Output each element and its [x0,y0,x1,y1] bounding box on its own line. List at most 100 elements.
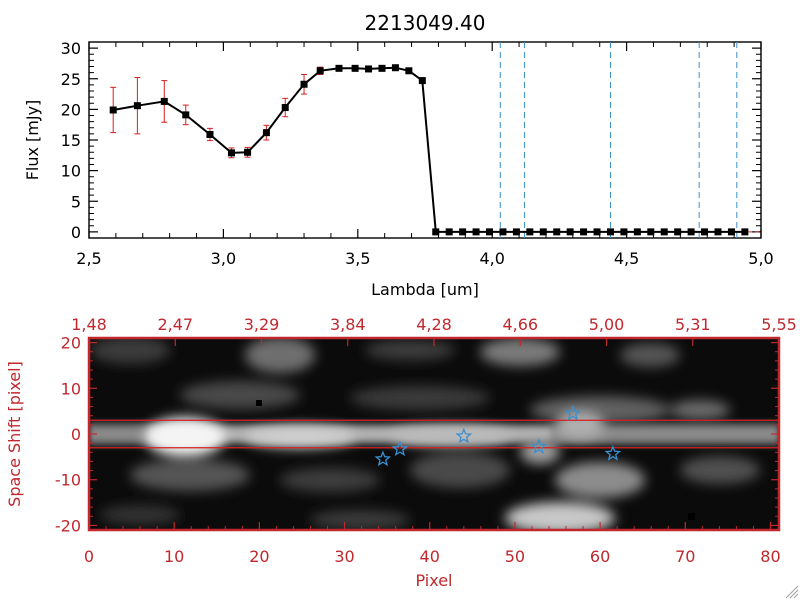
spectrum-x-axis-label: Lambda [um] [371,280,479,299]
spectrum-y-axis-label: Flux [mJy] [23,100,42,181]
data-point [472,228,480,236]
data-point [620,228,628,236]
data-point [633,228,641,236]
spectrum-x-tick-labels: 2,5 3,0 3,5 4,0 4,5 5,0 [76,249,773,268]
data-point [647,228,655,236]
line-marker-star [455,427,473,444]
y-tick-label: 20 [61,100,81,119]
data-point [405,67,413,75]
image-top-tick-label: 5,31 [675,315,711,334]
data-point [741,228,749,236]
spectrum-image-panel: 0 10 20 30 40 50 60 70 80 1,48 2,47 3,29 3,84 4,28 4,… [55,315,797,566]
y-tick-label: 5 [71,192,81,211]
image-x-tick-label: 10 [164,547,184,566]
image-x-tick-label: 20 [249,547,269,566]
spectrum-feature-lines [499,42,738,238]
data-point [660,228,668,236]
image-y-tick-label: 0 [71,425,81,444]
data-point [714,228,722,236]
data-point [244,148,252,156]
image-y-tick-label: -10 [55,471,81,490]
y-tick-label: 25 [61,70,81,89]
image-y-tick-label: 10 [61,379,81,398]
image-x-axis-label: Pixel [415,571,452,590]
data-point [459,228,467,236]
image-x-tick-label: 0 [84,547,94,566]
x-tick-label: 2,5 [76,249,101,268]
image-y-axis-label: Space Shift [pixel] [5,361,24,507]
image-x-tick-labels: 0 10 20 30 40 50 60 70 80 [84,547,781,566]
image-top-tick-label: 4,66 [502,315,538,334]
image-ticks [88,338,780,530]
data-point [566,228,574,236]
image-x-tick-label: 70 [675,547,695,566]
spectrum-plot: 2,5 3,0 3,5 4,0 4,5 5,0 0 5 10 15 20 25 30 [61,39,774,268]
data-point [687,228,695,236]
x-tick-label: 4,5 [614,249,639,268]
x-tick-label: 3,0 [211,249,236,268]
data-point [727,228,735,236]
data-point [351,64,359,72]
line-marker-star [604,444,622,461]
data-point [512,228,520,236]
data-point [316,67,324,75]
data-point [160,97,168,105]
data-point [391,64,399,72]
data-point [335,64,343,72]
image-top-tick-label: 3,84 [330,315,366,334]
data-point [445,228,453,236]
image-x-tick-label: 30 [334,547,354,566]
line-marker-star [374,450,392,467]
data-point [499,228,507,236]
image-top-tick-label: 5,00 [589,315,625,334]
data-point [580,228,588,236]
line-marker-star [564,404,582,421]
line-markers [374,404,622,467]
image-y-tick-label: 20 [61,334,81,353]
data-point [418,77,426,85]
spectrum-series-line [113,66,745,233]
data-point [281,104,289,112]
image-top-tick-label: 3,29 [244,315,280,334]
image-top-tick-label: 5,55 [761,315,797,334]
y-tick-label: 30 [61,39,81,58]
line-marker-star [530,437,548,454]
image-x-tick-label: 40 [420,547,440,566]
image-top-tick-label: 1,48 [71,315,107,334]
x-tick-label: 3,5 [345,249,370,268]
data-point [486,228,494,236]
data-point [526,228,534,236]
line-marker-star [391,440,409,457]
spectrum-title: 2213049.40 [365,11,486,35]
image-y-tick-labels: -20 -10 0 10 20 [55,334,81,536]
image-x-tick-label: 80 [760,547,780,566]
y-tick-label: 15 [61,131,81,150]
data-point [262,129,270,137]
x-tick-label: 4,0 [479,249,504,268]
data-point [109,106,117,114]
data-point [133,102,141,110]
data-point [182,111,190,119]
y-tick-label: 0 [71,223,81,242]
spectrum-ticks [88,42,762,238]
data-point [593,228,601,236]
image-top-tick-label: 4,28 [416,315,452,334]
data-point [539,228,547,236]
data-point [365,65,373,73]
data-point [206,130,214,138]
spectrum-image [89,338,779,530]
image-y-tick-label: -20 [55,516,81,535]
data-point [553,228,561,236]
resize-grip-icon[interactable] [785,585,799,599]
data-point [300,80,308,88]
trace-lines [89,419,779,449]
spectrum-errorbars [110,65,426,159]
data-point [378,64,386,72]
image-x-tick-label: 50 [505,547,525,566]
data-point [227,149,235,157]
data-point [674,228,682,236]
x-tick-label: 5,0 [748,249,773,268]
spectrum-y-tick-labels: 0 5 10 15 20 25 30 [61,39,81,242]
spectrum-frame [88,41,762,239]
